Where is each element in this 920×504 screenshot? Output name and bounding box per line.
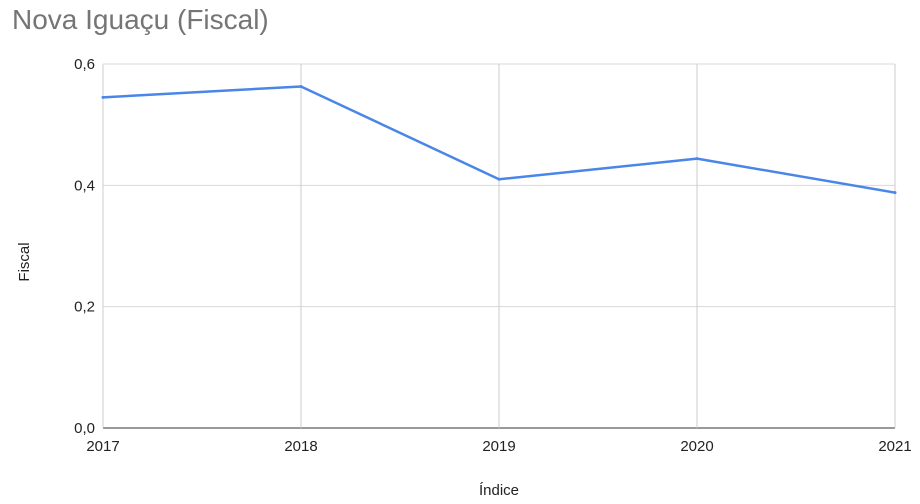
x-tick-label: 2017 bbox=[86, 438, 119, 455]
data-point bbox=[101, 95, 105, 99]
y-tick-label: 0,6 bbox=[74, 56, 95, 73]
data-point bbox=[695, 157, 699, 161]
y-tick-label: 0,4 bbox=[74, 177, 95, 194]
y-tick-label: 0,2 bbox=[74, 299, 95, 316]
chart-title: Nova Iguaçu (Fiscal) bbox=[12, 4, 269, 35]
x-tick-label: 2019 bbox=[482, 438, 515, 455]
data-point bbox=[497, 177, 501, 181]
gridlines bbox=[102, 63, 896, 429]
series-group bbox=[101, 84, 897, 195]
x-tick-label: 2018 bbox=[284, 438, 317, 455]
x-tick-label: 2021 bbox=[878, 438, 911, 455]
data-point bbox=[893, 191, 897, 195]
y-tick-labels: 0,0 0,2 0,4 0,6 bbox=[74, 56, 95, 437]
x-tick-labels: 2017 2018 2019 2020 2021 bbox=[86, 438, 911, 455]
x-axis-label: Índice bbox=[479, 482, 519, 499]
y-tick-label: 0,0 bbox=[74, 420, 95, 437]
x-tick-label: 2020 bbox=[680, 438, 713, 455]
y-axis-label: Fiscal bbox=[16, 242, 33, 281]
data-point bbox=[299, 84, 303, 88]
